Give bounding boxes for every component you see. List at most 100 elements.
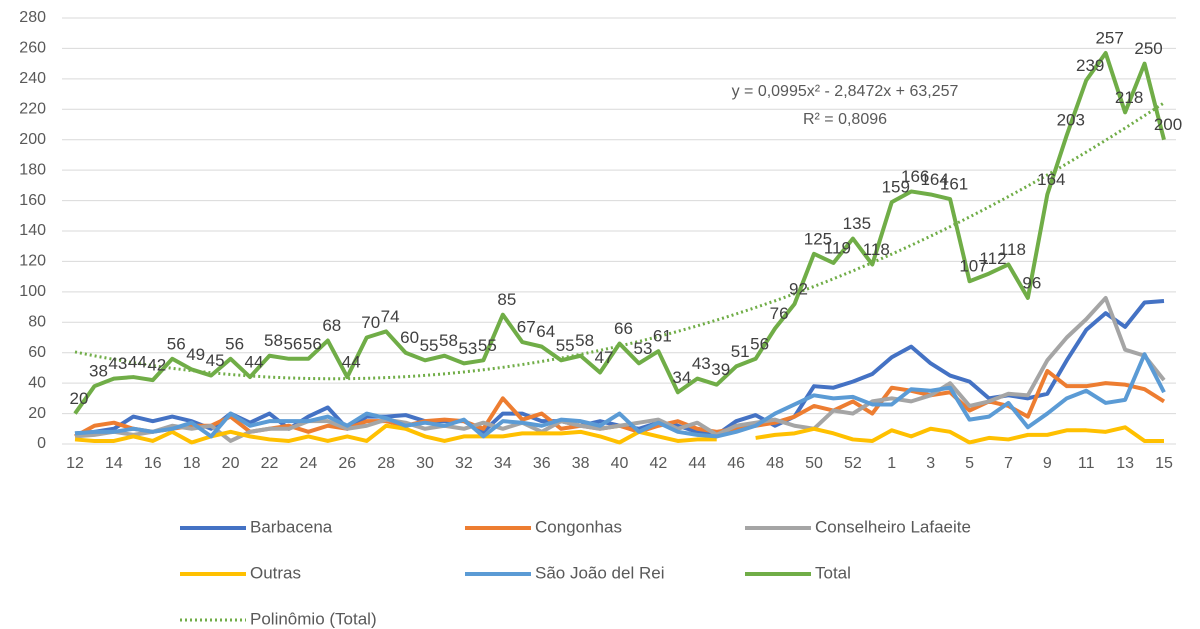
legend-label: Polinômio (Total) bbox=[250, 609, 377, 628]
series-line bbox=[74, 352, 1166, 439]
y-tick-label: 80 bbox=[28, 314, 46, 331]
y-tick-label: 180 bbox=[19, 161, 46, 178]
legend-label: Congonhas bbox=[535, 517, 622, 536]
data-label: 55 bbox=[556, 336, 575, 355]
data-label: 67 bbox=[517, 318, 536, 337]
data-label: 161 bbox=[940, 175, 968, 194]
series-line bbox=[755, 425, 1164, 445]
x-tick-label: 3 bbox=[926, 455, 935, 472]
data-label: 42 bbox=[147, 356, 166, 375]
data-label: 58 bbox=[575, 331, 594, 350]
x-tick-label: 7 bbox=[1004, 455, 1013, 472]
y-tick-label: 120 bbox=[19, 253, 46, 270]
data-label: 49 bbox=[186, 345, 205, 364]
y-tick-label: 220 bbox=[19, 101, 46, 118]
data-label: 107 bbox=[959, 257, 987, 276]
y-tick-label: 100 bbox=[19, 283, 46, 300]
data-label: 55 bbox=[478, 336, 497, 355]
x-tick-label: 48 bbox=[766, 455, 784, 472]
series-line bbox=[74, 423, 717, 445]
data-label: 200 bbox=[1154, 115, 1182, 134]
x-tick-label: 11 bbox=[1078, 455, 1095, 472]
y-tick-label: 160 bbox=[19, 192, 46, 209]
data-label: 61 bbox=[653, 327, 672, 346]
data-label: 85 bbox=[497, 290, 516, 309]
x-tick-label: 1 bbox=[887, 455, 896, 472]
data-label: 159 bbox=[882, 178, 910, 197]
data-label: 112 bbox=[979, 249, 1006, 268]
data-label: 56 bbox=[750, 334, 769, 353]
x-tick-label: 46 bbox=[727, 455, 745, 472]
x-tick-label: 38 bbox=[572, 455, 590, 472]
legend-label: Outras bbox=[250, 563, 301, 582]
x-tick-label: 14 bbox=[105, 455, 123, 472]
data-label: 119 bbox=[824, 238, 851, 257]
x-tick-label: 24 bbox=[299, 455, 317, 472]
trend-equation: y = 0,0995x² - 2,8472x + 63,257 bbox=[732, 83, 959, 100]
x-tick-label: 32 bbox=[455, 455, 473, 472]
legend-label: Barbacena bbox=[250, 517, 333, 536]
x-tick-label: 9 bbox=[1043, 455, 1052, 472]
trend-r2: R² = 0,8096 bbox=[803, 111, 887, 128]
x-tick-label: 44 bbox=[688, 455, 706, 472]
data-label: 56 bbox=[167, 334, 186, 353]
data-label: 118 bbox=[863, 240, 890, 259]
y-tick-label: 0 bbox=[37, 435, 46, 452]
x-tick-label: 34 bbox=[494, 455, 512, 472]
data-label: 164 bbox=[1037, 170, 1065, 189]
data-label: 20 bbox=[70, 389, 89, 408]
x-tick-label: 22 bbox=[261, 455, 279, 472]
data-label: 44 bbox=[128, 353, 147, 372]
x-tick-label: 12 bbox=[66, 455, 84, 472]
y-tick-label: 260 bbox=[19, 40, 46, 57]
data-label: 239 bbox=[1076, 56, 1104, 75]
data-label: 76 bbox=[770, 304, 789, 323]
x-tick-label: 52 bbox=[844, 455, 862, 472]
data-label: 66 bbox=[614, 319, 633, 338]
y-tick-label: 200 bbox=[19, 131, 46, 148]
data-label: 39 bbox=[711, 360, 730, 379]
data-label: 74 bbox=[381, 307, 400, 326]
data-label: 164 bbox=[920, 170, 948, 189]
y-tick-label: 60 bbox=[28, 344, 46, 361]
data-label: 56 bbox=[303, 334, 322, 353]
legend-label: São João del Rei bbox=[535, 563, 664, 582]
y-tick-label: 140 bbox=[19, 222, 46, 239]
data-label: 64 bbox=[536, 322, 555, 341]
data-label: 135 bbox=[843, 214, 871, 233]
data-label: 51 bbox=[731, 342, 750, 361]
data-label: 45 bbox=[206, 351, 225, 370]
x-tick-label: 26 bbox=[338, 455, 356, 472]
data-label: 44 bbox=[245, 353, 264, 372]
x-tick-label: 18 bbox=[183, 455, 201, 472]
x-tick-label: 42 bbox=[649, 455, 667, 472]
data-label: 60 bbox=[400, 328, 419, 347]
y-tick-label: 280 bbox=[19, 9, 46, 26]
data-label: 96 bbox=[1022, 273, 1041, 292]
data-label: 166 bbox=[901, 167, 929, 186]
data-label: 257 bbox=[1095, 28, 1123, 47]
x-tick-label: 13 bbox=[1116, 455, 1134, 472]
x-tick-label: 16 bbox=[144, 455, 162, 472]
data-label: 58 bbox=[264, 331, 283, 350]
x-tick-label: 20 bbox=[222, 455, 240, 472]
data-label: 43 bbox=[692, 354, 711, 373]
data-label: 92 bbox=[789, 280, 808, 299]
data-label: 43 bbox=[108, 354, 127, 373]
data-label: 70 bbox=[361, 313, 380, 332]
y-tick-label: 240 bbox=[19, 70, 46, 87]
x-tick-label: 50 bbox=[805, 455, 823, 472]
data-label: 250 bbox=[1134, 39, 1162, 58]
data-label: 58 bbox=[439, 331, 458, 350]
y-tick-label: 20 bbox=[28, 405, 46, 422]
data-label: 53 bbox=[458, 339, 477, 358]
data-label: 203 bbox=[1057, 111, 1085, 130]
data-label: 44 bbox=[342, 353, 361, 372]
series-line bbox=[74, 295, 1166, 443]
data-label: 125 bbox=[804, 229, 832, 248]
data-label: 218 bbox=[1115, 88, 1143, 107]
x-tick-label: 40 bbox=[611, 455, 629, 472]
data-label: 68 bbox=[322, 316, 341, 335]
data-label: 38 bbox=[89, 362, 108, 381]
